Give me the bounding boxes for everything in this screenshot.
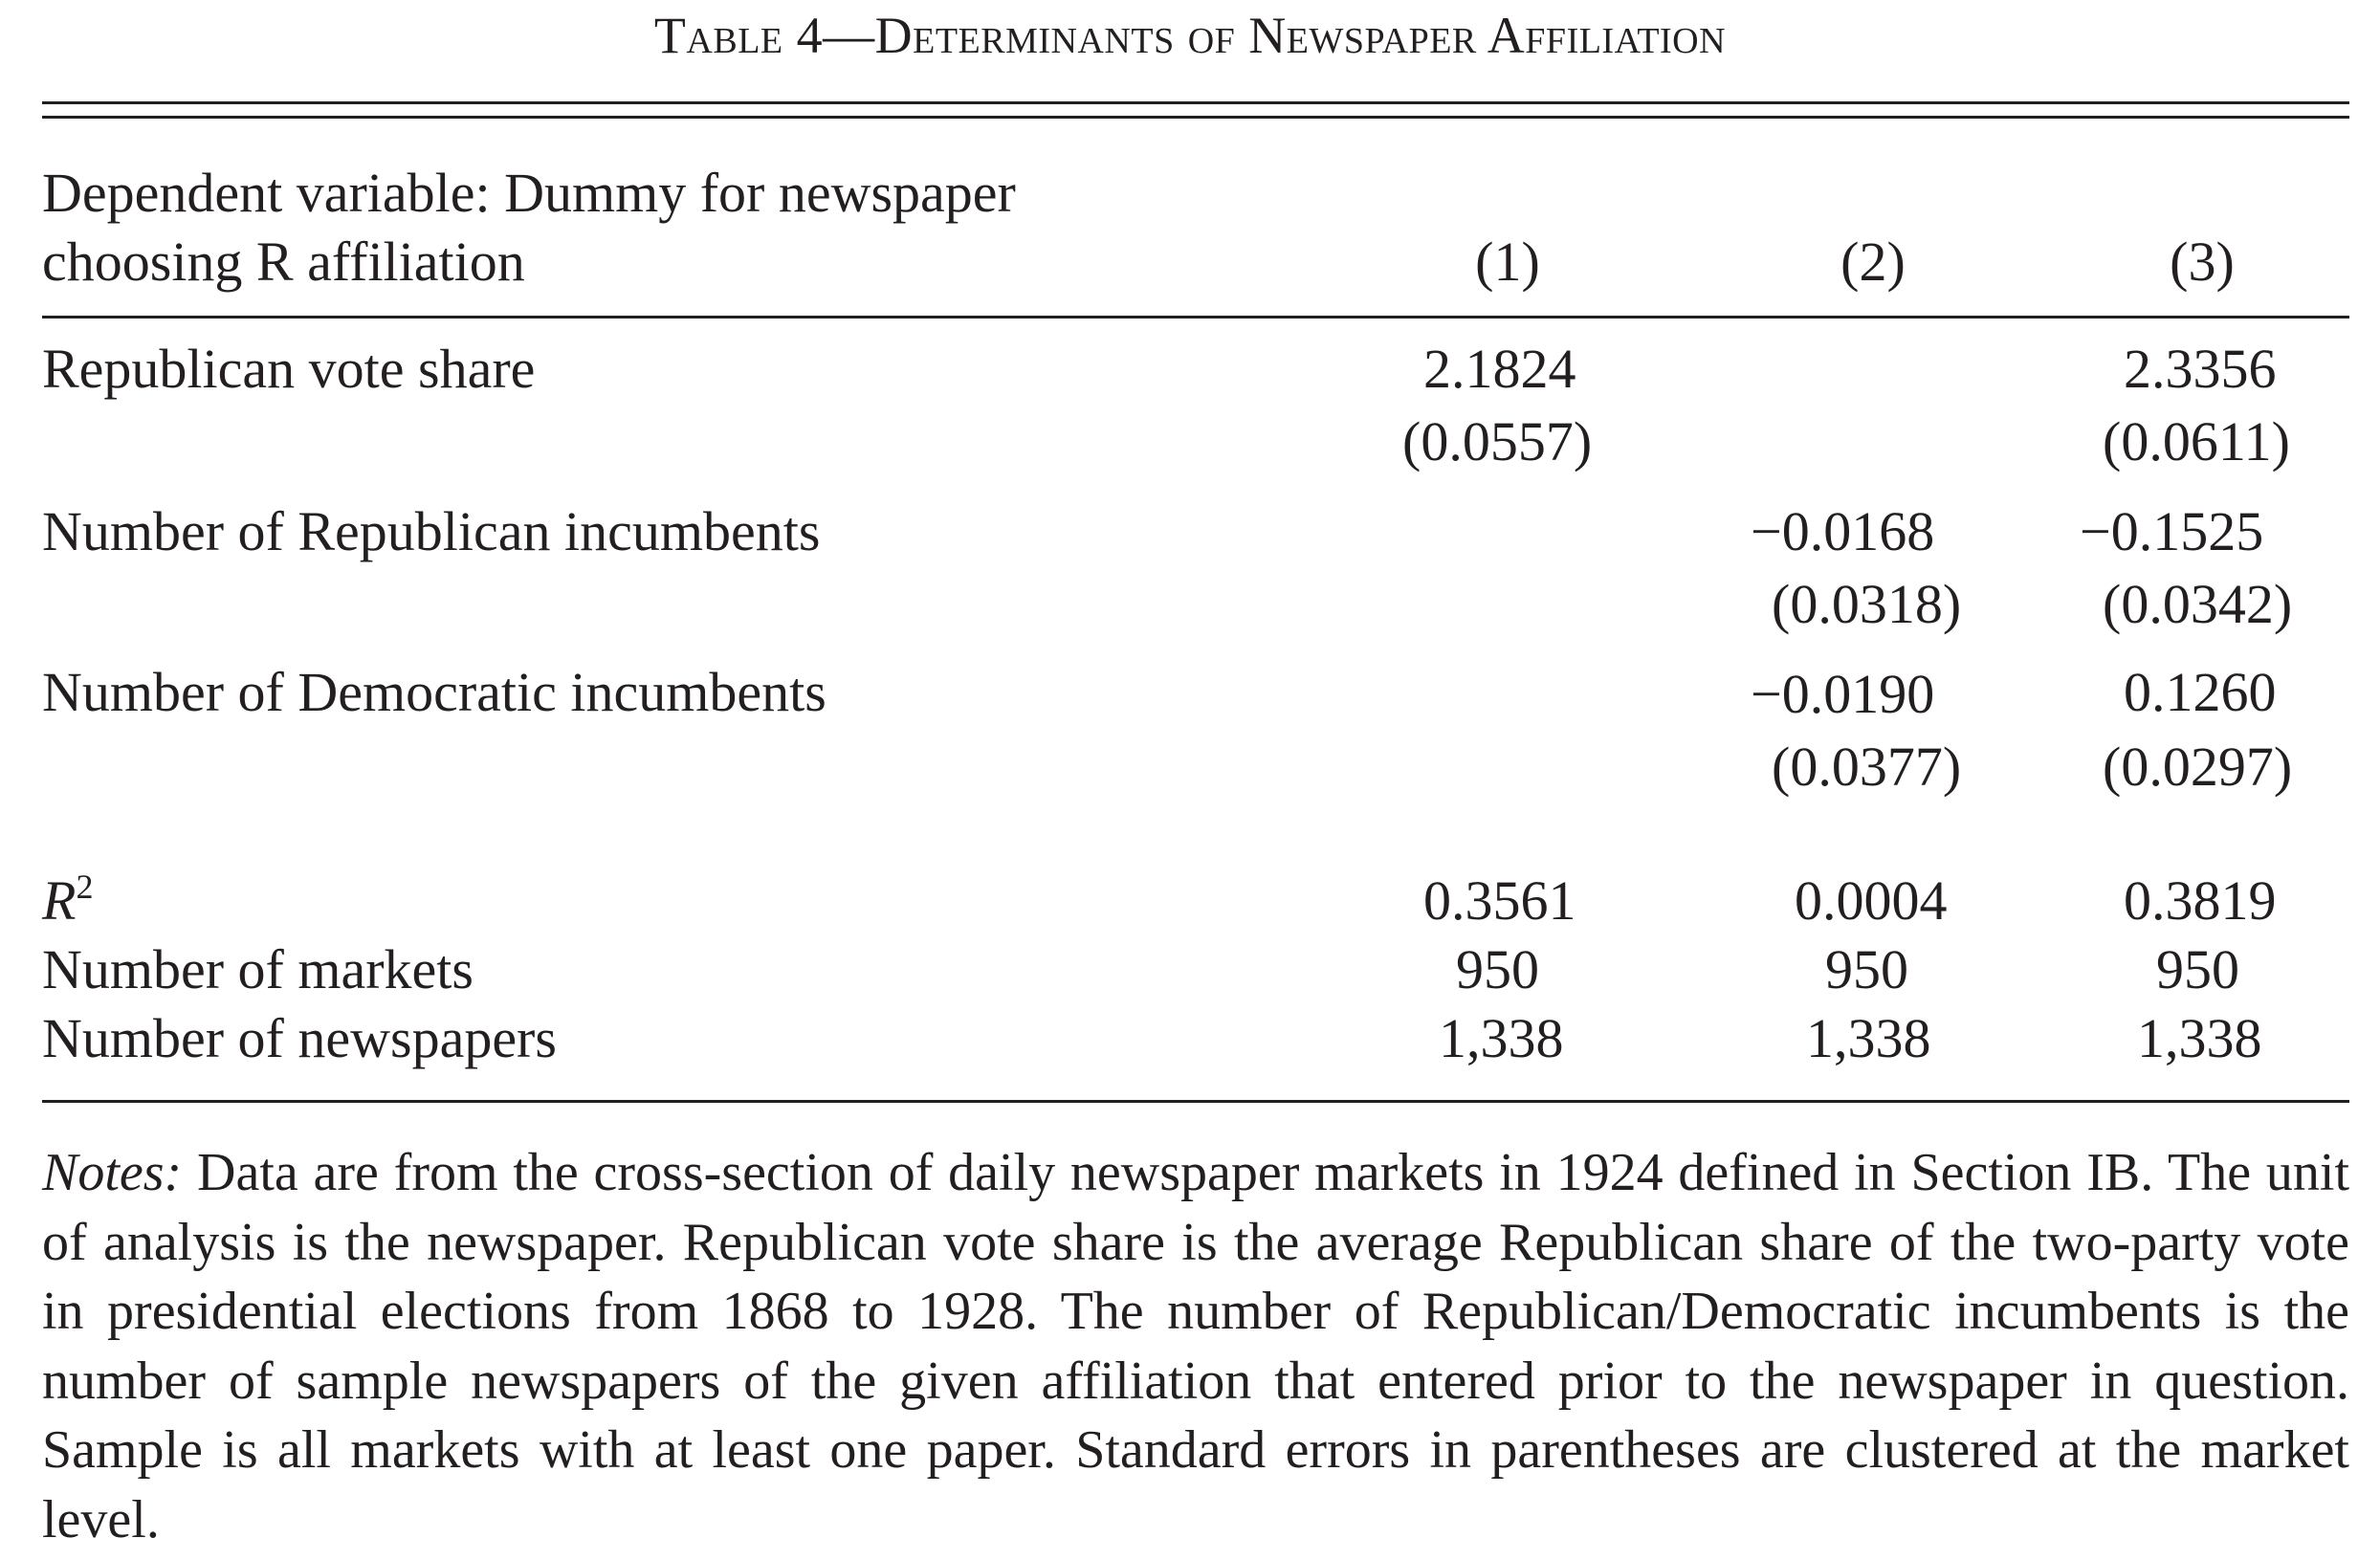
coef-rep-vote-share-col1: 2.1824 [1423, 338, 1576, 400]
markets-col2: 950 [1825, 938, 1908, 1000]
coef-dem-incumbents-col3: 0.1260 [2124, 661, 2277, 723]
header-rule [42, 316, 2349, 319]
r-squared-col2: 0.0004 [1795, 869, 1948, 932]
dependent-variable-line2: choosing R affiliation [42, 231, 525, 293]
row-label-republican-vote-share: Republican vote share [42, 338, 536, 400]
coef-dem-incumbents-col2: −0.0190 [1751, 663, 1935, 725]
r-squared-exponent: 2 [76, 868, 94, 906]
se-rep-incumbents-col2: (0.0318) [1772, 573, 1962, 635]
r-squared-col3: 0.3819 [2124, 869, 2277, 932]
table-notes: Notes: Data are from the cross-section o… [42, 1138, 2349, 1554]
notes-lead: Notes: [42, 1143, 183, 1202]
coef-rep-incumbents-col3: −0.1525 [2080, 500, 2264, 562]
row-label-democratic-incumbents: Number of Democratic incumbents [42, 661, 826, 723]
column-header-1: (1) [1475, 231, 1540, 293]
dependent-variable-line1: Dependent variable: Dummy for newspaper [42, 162, 1016, 224]
top-rule-double [42, 116, 2349, 119]
row-label-number-of-newspapers: Number of newspapers [42, 1007, 557, 1069]
se-dem-incumbents-col2: (0.0377) [1772, 736, 1962, 798]
newspapers-col2: 1,338 [1806, 1007, 1931, 1069]
dependent-variable-label: Dependent variable: Dummy for newspaper … [42, 159, 1016, 297]
column-header-3: (3) [2170, 231, 2235, 293]
notes-text: Data are from the cross-section of daily… [42, 1143, 2349, 1549]
r-squared-col1: 0.3561 [1423, 869, 1576, 932]
column-header-2: (2) [1840, 231, 1906, 293]
markets-col1: 950 [1456, 938, 1539, 1000]
newspapers-col1: 1,338 [1439, 1007, 1564, 1069]
coef-rep-incumbents-col2: −0.0168 [1751, 500, 1935, 562]
markets-col3: 950 [2156, 938, 2239, 1000]
top-rule [42, 101, 2349, 104]
row-label-republican-incumbents: Number of Republican incumbents [42, 500, 821, 562]
se-rep-vote-share-col3: (0.0611) [2103, 410, 2290, 472]
table-title: Table 4—Determinants of Newspaper Affili… [653, 7, 1727, 64]
coef-rep-vote-share-col3: 2.3356 [2124, 338, 2277, 400]
se-rep-incumbents-col3: (0.0342) [2103, 573, 2293, 635]
row-label-r-squared: R2 [42, 867, 93, 935]
se-dem-incumbents-col3: (0.0297) [2103, 736, 2293, 798]
se-rep-vote-share-col1: (0.0557) [1402, 410, 1593, 472]
newspapers-col3: 1,338 [2137, 1007, 2262, 1069]
r-squared-letter: R [42, 869, 77, 932]
bottom-rule [42, 1100, 2349, 1103]
row-label-number-of-markets: Number of markets [42, 938, 474, 1000]
